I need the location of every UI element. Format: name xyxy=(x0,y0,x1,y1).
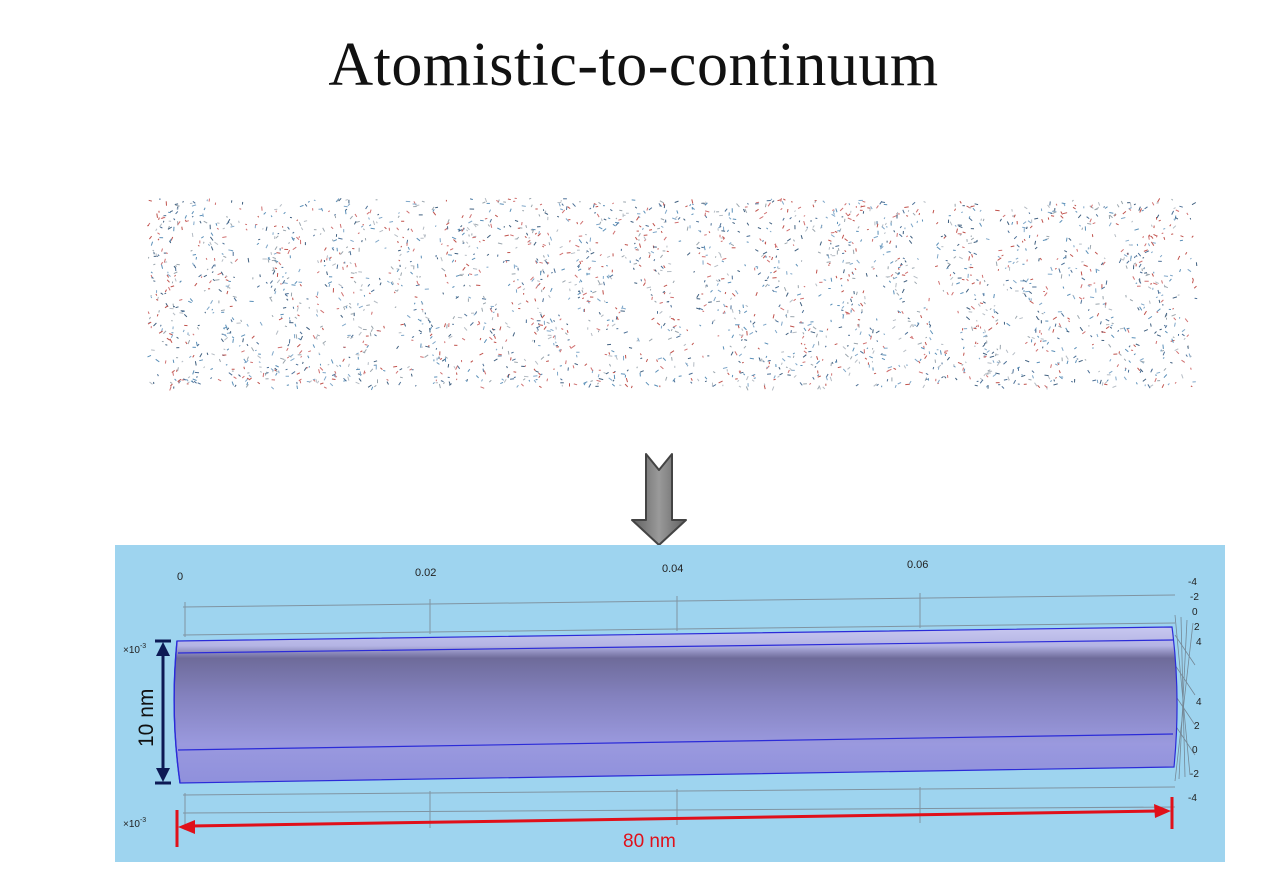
scale-label-upper: ×10-3 xyxy=(123,643,146,656)
right-tick-lower-1: 2 xyxy=(1194,721,1200,732)
right-tick-upper-0: -4 xyxy=(1188,577,1197,588)
cylinder-model xyxy=(173,626,1178,784)
length-dimension xyxy=(175,797,1174,847)
right-tick-upper-2: 0 xyxy=(1192,607,1198,618)
scale-label-lower: ×10-3 xyxy=(123,817,146,830)
top-tick-0: 0 xyxy=(177,571,183,583)
right-tick-lower-0: 4 xyxy=(1196,697,1202,708)
top-tick-3: 0.06 xyxy=(907,559,928,571)
grid-lines xyxy=(182,593,1176,830)
atomistic-model-image xyxy=(147,197,1198,391)
right-tick-lower-3: -2 xyxy=(1190,769,1199,780)
scale-label-lower-exponent: -3 xyxy=(140,817,146,824)
length-label: 80 nm xyxy=(623,831,676,852)
right-tick-lower-4: -4 xyxy=(1188,793,1197,804)
right-tick-upper-1: -2 xyxy=(1190,592,1199,603)
top-tick-1: 0.02 xyxy=(415,567,436,579)
top-tick-2: 0.04 xyxy=(662,563,683,575)
scale-label-upper-exponent: -3 xyxy=(140,643,146,650)
scale-label-upper-text: ×10 xyxy=(123,645,140,656)
right-tick-upper-3: 2 xyxy=(1194,622,1200,633)
right-tick-lower-2: 0 xyxy=(1192,745,1198,756)
right-axis-hatching xyxy=(1174,614,1196,782)
continuum-model-panel: 0 0.02 0.04 0.06 -4 -2 0 2 4 4 2 0 -2 -4… xyxy=(115,545,1225,862)
height-dimension xyxy=(155,639,171,785)
height-label: 10 nm xyxy=(135,689,158,747)
right-tick-upper-4: 4 xyxy=(1196,637,1202,648)
scale-label-lower-text: ×10 xyxy=(123,819,140,830)
down-arrow-icon xyxy=(631,453,687,546)
slide-title: Atomistic-to-continuum xyxy=(328,31,939,99)
